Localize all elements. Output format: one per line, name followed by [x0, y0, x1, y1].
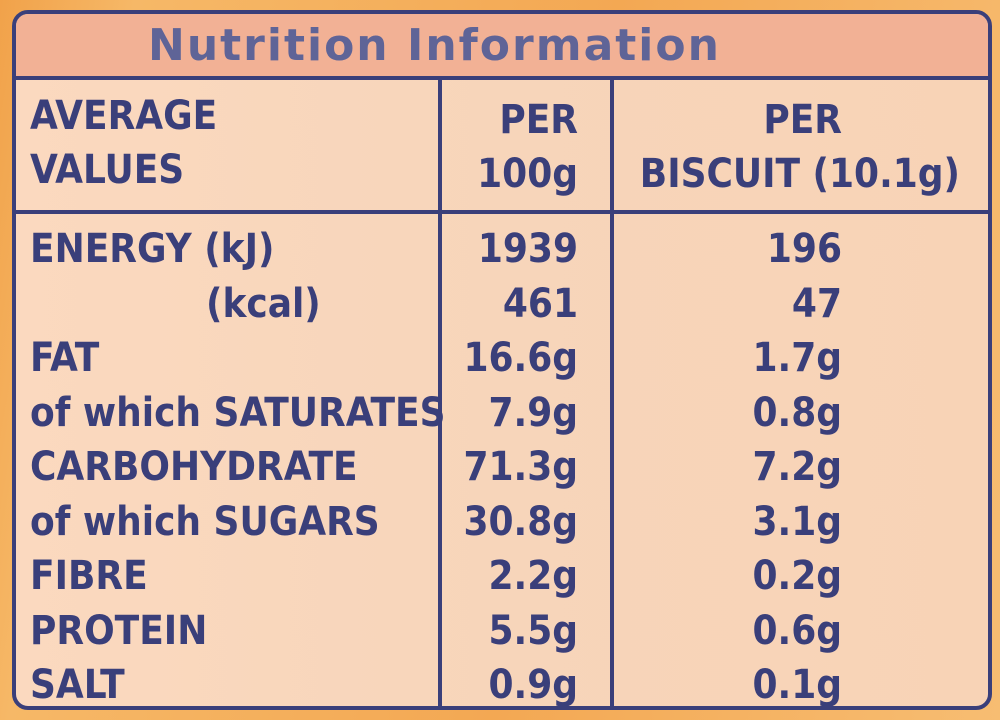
column-divider-2	[610, 80, 614, 706]
nutrient-label: of which SUGARS	[30, 498, 380, 545]
nutrient-label: of which SATURATES	[30, 389, 446, 436]
header-label-line2: VALUES	[30, 147, 185, 193]
table-row: (kcal) 461 47	[16, 277, 988, 331]
header-perbiscuit-line1: PER	[763, 97, 842, 143]
value-per-biscuit: 0.2g	[752, 553, 842, 599]
value-per-biscuit: 47	[791, 280, 842, 327]
value-per-100g: 71.3g	[463, 444, 578, 490]
nutrient-label: SALT	[30, 662, 125, 708]
value-per-biscuit: 196	[766, 226, 842, 272]
value-per-100g: 461	[502, 280, 578, 327]
table-row: FAT 16.6g 1.7g	[16, 331, 988, 385]
title-band: Nutrition Information	[16, 14, 988, 80]
header-per100-line2: 100g	[477, 151, 578, 197]
nutrient-label: FIBRE	[30, 553, 148, 599]
header-label-line1: AVERAGE	[30, 93, 218, 139]
table-row: of which SATURATES 7.9g 0.8g	[16, 386, 988, 440]
table-row: SALT 0.9g 0.1g	[16, 658, 988, 708]
value-per-100g: 5.5g	[488, 607, 578, 654]
nutrient-label: ENERGY (kJ)	[30, 226, 275, 272]
panel-title: Nutrition Information	[148, 20, 721, 71]
table-row: FIBRE 2.2g 0.2g	[16, 549, 988, 603]
nutrient-label: CARBOHYDRATE	[30, 444, 358, 490]
value-per-biscuit: 1.7g	[752, 335, 842, 381]
value-per-biscuit: 0.1g	[752, 662, 842, 708]
header-per100-line1: PER	[499, 97, 578, 143]
value-per-100g: 30.8g	[463, 498, 578, 545]
nutrition-panel: Nutrition Information AVERAGE VALUES PER…	[12, 10, 992, 710]
value-per-100g: 2.2g	[488, 553, 578, 599]
value-per-biscuit: 0.6g	[752, 607, 842, 654]
value-per-100g: 16.6g	[463, 335, 578, 381]
nutrient-label: FAT	[30, 335, 100, 381]
nutrient-label: PROTEIN	[30, 607, 208, 654]
table-row: of which SUGARS 30.8g 3.1g	[16, 495, 988, 549]
column-divider-1	[438, 80, 442, 706]
value-per-biscuit: 0.8g	[752, 389, 842, 436]
header-divider	[16, 210, 988, 214]
header-perbiscuit-line2: BISCUIT (10.1g)	[639, 151, 960, 197]
table-row: ENERGY (kJ) 1939 196	[16, 222, 988, 276]
value-per-100g: 0.9g	[488, 662, 578, 708]
table-row: CARBOHYDRATE 71.3g 7.2g	[16, 440, 988, 494]
value-per-100g: 1939	[477, 226, 578, 272]
table-row: PROTEIN 5.5g 0.6g	[16, 604, 988, 658]
value-per-biscuit: 7.2g	[752, 444, 842, 490]
nutrient-label: (kcal)	[206, 280, 321, 327]
value-per-100g: 7.9g	[488, 389, 578, 436]
value-per-biscuit: 3.1g	[752, 498, 842, 545]
